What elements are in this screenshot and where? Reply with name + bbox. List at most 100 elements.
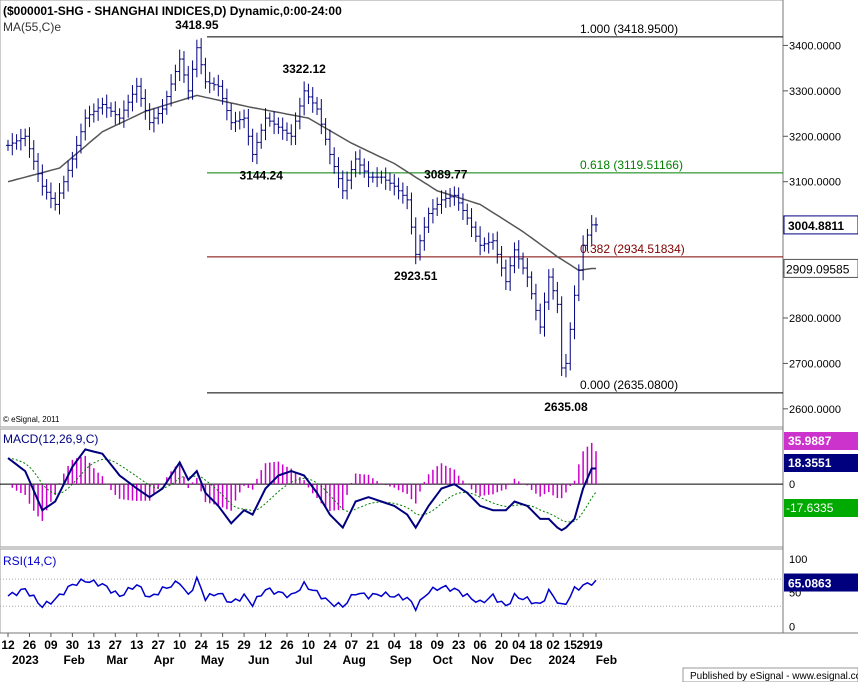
- price-bar: [362, 158, 367, 178]
- rsi-ytick-label: 100: [789, 554, 807, 566]
- ma-55-line: [7, 94, 596, 272]
- price-ytick-label: 2600.0000: [789, 404, 841, 416]
- price-bar: [263, 108, 268, 141]
- price-bar: [525, 258, 530, 288]
- fib-level-label: 0.618 (3119.51166): [580, 158, 683, 172]
- price-bar: [173, 64, 178, 91]
- price-bar: [199, 38, 204, 75]
- price-bar: [589, 215, 594, 245]
- price-bar: [405, 186, 410, 210]
- price-bar: [508, 256, 513, 291]
- macd-signal-value: -17.6335: [786, 501, 834, 515]
- price-bar: [533, 283, 538, 321]
- x-day-label: 30: [66, 638, 80, 652]
- price-bar: [164, 90, 169, 115]
- price-bar: [27, 127, 32, 158]
- x-day-label: 13: [130, 638, 144, 652]
- price-bar: [242, 109, 247, 129]
- price-bar: [516, 240, 521, 269]
- price-bar: [542, 292, 547, 337]
- price-bar: [207, 71, 212, 94]
- price-bar: [430, 199, 435, 224]
- x-day-label: 12: [1, 638, 15, 652]
- price-bar: [40, 164, 45, 196]
- price-bar: [473, 221, 478, 242]
- price-bar: [61, 175, 66, 200]
- x-day-label: 13: [87, 638, 101, 652]
- price-bar: [220, 80, 225, 105]
- price-bar: [439, 190, 444, 214]
- x-day-label: 09: [44, 638, 58, 652]
- price-bar: [203, 57, 208, 89]
- price-bar: [224, 88, 229, 121]
- price-bar: [418, 234, 423, 261]
- price-bar: [426, 207, 431, 234]
- price-bar: [104, 94, 109, 118]
- price-bar: [460, 193, 465, 221]
- price-annotation: 3089.77: [424, 167, 468, 181]
- price-bar: [151, 108, 156, 133]
- last-ma-badge: [783, 258, 858, 278]
- x-day-label: 24: [194, 638, 208, 652]
- price-ytick-label: 3100.0000: [789, 177, 841, 189]
- price-bar: [233, 111, 238, 132]
- x-day-label: 04: [388, 638, 402, 652]
- price-bar: [379, 170, 384, 184]
- price-bar: [443, 190, 448, 208]
- x-day-label: 23: [452, 638, 466, 652]
- price-bar: [435, 197, 440, 216]
- price-bar: [521, 252, 526, 275]
- price-bar: [194, 39, 199, 78]
- rsi-title: RSI(14,C): [3, 554, 56, 568]
- price-bar: [109, 102, 114, 117]
- price-bar: [293, 112, 298, 145]
- price-bar: [23, 128, 28, 147]
- price-ytick-label: 3300.0000: [789, 86, 841, 98]
- x-month-label: Oct: [433, 653, 453, 667]
- price-bar: [319, 99, 324, 135]
- price-bar: [36, 153, 41, 183]
- price-bar: [14, 134, 19, 150]
- price-bar: [452, 186, 457, 206]
- price-bar: [190, 60, 195, 100]
- price-bar: [482, 237, 487, 252]
- symbol-title: ($000001-SHG - SHANGHAI INDICES,D) Dynam…: [3, 4, 342, 18]
- price-ytick-label: 2700.0000: [789, 358, 841, 370]
- x-day-label: 04: [512, 638, 526, 652]
- x-day-label: 15: [216, 638, 230, 652]
- price-bar: [456, 187, 461, 211]
- price-bar: [306, 83, 311, 105]
- x-month-label: Jul: [295, 653, 312, 667]
- price-bar: [400, 182, 405, 204]
- price-bar: [465, 203, 470, 225]
- price-bar: [237, 111, 242, 130]
- price-bar: [181, 51, 186, 83]
- price-bar: [216, 74, 221, 97]
- price-bar: [156, 107, 161, 125]
- x-month-label: May: [201, 653, 225, 667]
- rsi-value-badge: [784, 573, 858, 592]
- price-bar: [246, 108, 251, 146]
- x-day-label: 15: [564, 638, 578, 652]
- x-day-label: 26: [23, 638, 37, 652]
- price-bar: [259, 123, 264, 149]
- x-day-label: 27: [109, 638, 123, 652]
- price-bar: [254, 132, 259, 165]
- price-bar: [87, 105, 92, 128]
- price-bar: [340, 170, 345, 199]
- price-bar: [284, 122, 289, 142]
- x-month-label: Jun: [248, 653, 269, 667]
- price-bar: [332, 147, 337, 174]
- fib-level-label: 0.000 (2635.0800): [580, 378, 678, 392]
- x-day-label: 27: [152, 638, 166, 652]
- x-day-label: 09: [431, 638, 445, 652]
- x-axis: 12 26 09 30 13 27 13 27 10 24 15 29 12 26 10 24 07 21 04 18…: [1, 633, 617, 667]
- price-bar: [387, 172, 392, 191]
- price-bar: [512, 242, 517, 274]
- x-month-label: Feb: [64, 653, 85, 667]
- price-bar: [130, 85, 135, 112]
- price-bar: [310, 87, 315, 113]
- price-bar: [349, 160, 354, 190]
